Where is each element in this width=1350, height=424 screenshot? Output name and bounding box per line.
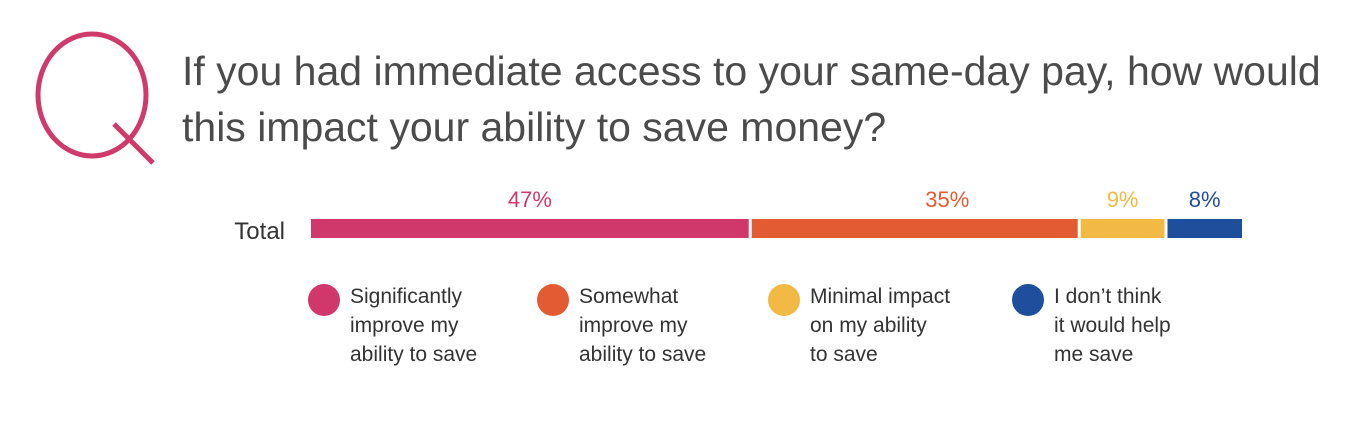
bar-segment-1 [311, 219, 749, 238]
legend-label-line: Minimal impact [810, 285, 951, 308]
legend-label-line: I don’t think [1054, 285, 1162, 308]
legend-label-line: Somewhat [579, 285, 679, 308]
legend-label: Minimal impact on my ability to save [810, 282, 980, 369]
bar-segment-3 [1080, 219, 1165, 238]
q-letter-icon [35, 31, 155, 165]
legend-label-line: to save [810, 343, 878, 366]
data-label-2: 35% [925, 187, 969, 212]
question-text: If you had immediate access to your same… [182, 48, 1321, 150]
legend-label-line: improve my [579, 314, 688, 337]
stacked-bar-chart: Total 47% 35% 9% 8% [234, 187, 1242, 245]
category-label-total: Total [234, 218, 285, 245]
bar-segment-2 [751, 219, 1078, 238]
data-label-1: 47% [508, 187, 552, 212]
legend-item-somewhat: Somewhat improve my ability to save [537, 282, 749, 369]
legend-label-line: ability to save [579, 343, 707, 366]
legend-label-line: on my ability [810, 314, 927, 337]
legend-swatch [308, 284, 340, 316]
legend-label: Somewhat improve my ability to save [579, 282, 749, 369]
legend-label: Significantly improve my ability to save [350, 282, 520, 369]
legend-item-significantly: Significantly improve my ability to save [308, 282, 520, 369]
legend-item-no-help: I don’t think it would help me save [1012, 282, 1224, 369]
legend-label: I don’t think it would help me save [1054, 282, 1224, 369]
legend-label-line: me save [1054, 343, 1134, 366]
legend-swatch [768, 284, 800, 316]
legend-label-line: ability to save [350, 343, 478, 366]
data-label-4: 8% [1189, 187, 1221, 212]
legend-item-minimal: Minimal impact on my ability to save [768, 282, 980, 369]
legend-label-line: improve my [350, 314, 459, 337]
legend-label-line: Significantly [350, 285, 463, 308]
legend-swatch [1012, 284, 1044, 316]
chart-legend: Significantly improve my ability to save… [0, 282, 1350, 402]
data-label-3: 9% [1107, 187, 1139, 212]
legend-swatch [537, 284, 569, 316]
bar-segment-4 [1167, 219, 1242, 238]
legend-label-line: it would help [1054, 314, 1171, 337]
